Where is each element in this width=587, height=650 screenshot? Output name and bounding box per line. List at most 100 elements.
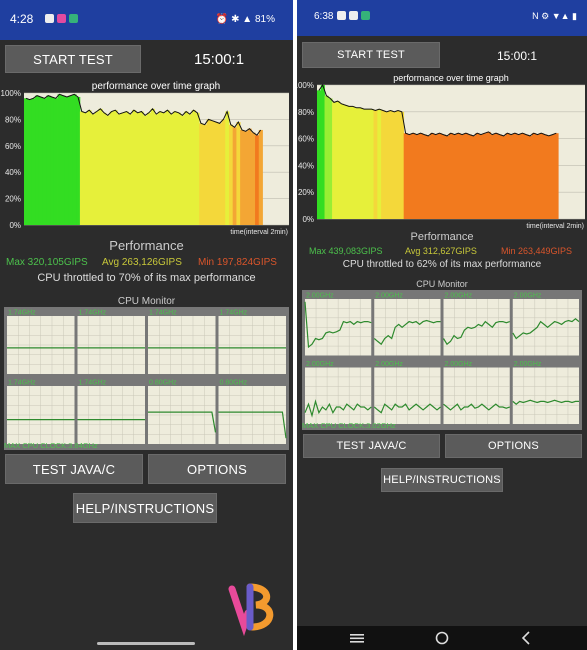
performance-bar	[456, 133, 461, 219]
status-bar: 6:38 N ⚙ ▼▲ ▮	[297, 0, 587, 36]
cpu-clock-label: 1.74GHz	[79, 310, 107, 317]
help-instructions-button[interactable]: HELP/INSTRUCTIONS	[73, 493, 217, 523]
performance-bar	[539, 133, 544, 219]
performance-bar	[154, 114, 159, 225]
y-tick-label: 0%	[9, 221, 21, 230]
y-tick-label: 40%	[5, 168, 21, 177]
performance-bar	[422, 134, 427, 219]
performance-bar	[550, 134, 555, 219]
performance-bar	[221, 119, 226, 225]
cpu-clock-trace	[443, 403, 510, 411]
y-tick-label: 60%	[5, 142, 21, 151]
performance-bar	[471, 135, 476, 219]
cpu-clock-label: 2.00GHz	[514, 361, 542, 368]
cpu-monitor-plots: 2.00GHz 2.00GHz 2.00GHz 2.00GHz 2.00GHz 2.00G…	[304, 293, 580, 424]
performance-bar	[105, 115, 111, 225]
performance-bar	[460, 134, 465, 219]
max-gips: Max 439,083GIPS	[309, 246, 383, 256]
start-test-button[interactable]: START TEST	[5, 45, 141, 73]
performance-bar	[150, 108, 155, 225]
performance-graph: 0% 20% 40% 60% 80% 100% time(interval 2min)	[297, 81, 585, 230]
home-icon[interactable]	[435, 631, 449, 645]
performance-bar	[475, 133, 480, 219]
app-icon	[361, 11, 370, 20]
performance-bar	[53, 98, 58, 225]
status-indicators: N ⚙ ▼▲ ▮	[532, 11, 577, 21]
watermark-logo-icon	[228, 583, 274, 637]
performance-bar	[418, 133, 423, 219]
performance-bar	[206, 119, 211, 225]
cpu-clock-label: 1.74GHz	[8, 380, 36, 387]
message-icon	[337, 11, 346, 20]
cpu-monitor-plots: 1.74GHz 1.74GHz 1.74GHz 1.74GHz 1.74GHz 1.74G…	[7, 310, 287, 444]
y-tick-label: 40%	[298, 161, 314, 170]
performance-bar	[531, 133, 536, 219]
options-button[interactable]: OPTIONS	[445, 434, 582, 458]
recent-apps-icon[interactable]	[350, 634, 364, 643]
performance-bar	[463, 133, 469, 219]
throttle-text: CPU throttled to 70% of its max performa…	[37, 272, 256, 284]
performance-bar	[94, 111, 99, 225]
y-tick-label: 20%	[5, 195, 21, 204]
help-instructions-button[interactable]: HELP/INSTRUCTIONS	[381, 468, 503, 492]
performance-bar	[396, 110, 401, 219]
home-gesture-handle[interactable]	[97, 642, 195, 645]
performance-bar	[343, 105, 348, 219]
y-tick-label: 80%	[5, 115, 21, 124]
notification-icons	[45, 14, 78, 23]
performance-label: Performance	[109, 238, 184, 253]
cpu-monitor-title: CPU Monitor	[416, 279, 468, 289]
gesture-bar	[0, 636, 293, 650]
performance-bar	[143, 115, 148, 225]
performance-bar	[505, 133, 510, 219]
performance-bar	[199, 123, 204, 225]
y-tick-label: 20%	[298, 188, 314, 197]
throttle-text: CPU throttled to 62% of its max performa…	[342, 259, 542, 270]
performance-bar	[437, 133, 442, 219]
cpu-monitor-title: CPU Monitor	[117, 296, 176, 307]
graph-title: performance over time graph	[393, 73, 509, 83]
performance-bar	[68, 95, 73, 225]
performance-bar	[509, 134, 514, 219]
performance-bar	[240, 129, 245, 225]
performance-bar	[98, 108, 103, 225]
performance-bar	[490, 134, 495, 219]
performance-bar	[332, 102, 337, 219]
performance-bar	[83, 112, 88, 225]
performance-bar	[24, 98, 29, 225]
y-tick-label: 60%	[298, 135, 314, 144]
test-java-c-button[interactable]: TEST JAVA/C	[5, 454, 143, 484]
performance-graph: 0% 20% 40% 60% 80% 100% time(interval 2min)	[1, 89, 289, 236]
performance-bar	[31, 98, 36, 225]
options-button[interactable]: OPTIONS	[148, 454, 286, 484]
cpu-clock-trace	[373, 403, 441, 414]
performance-bar	[335, 101, 341, 219]
cpu-clock-label: 1.74GHz	[149, 310, 177, 317]
graph-title: performance over time graph	[91, 81, 221, 92]
x-axis-label: time(interval 2min)	[526, 223, 584, 230]
back-icon[interactable]	[521, 631, 530, 645]
performance-bar	[365, 109, 371, 219]
right-phone-screen: 6:38 N ⚙ ▼▲ ▮ START TEST 15:00:1 perform…	[297, 0, 587, 650]
performance-bar	[426, 135, 431, 219]
performance-bar	[369, 109, 374, 219]
performance-bar	[430, 133, 435, 219]
performance-bar	[501, 135, 506, 219]
cpu-clock-trace	[148, 411, 217, 433]
performance-bar	[554, 133, 559, 219]
performance-bar	[232, 127, 237, 225]
performance-bar	[543, 134, 548, 219]
test-java-c-button[interactable]: TEST JAVA/C	[303, 434, 440, 458]
performance-bar	[27, 99, 32, 225]
cpu-clock-trace	[373, 319, 441, 346]
performance-bar	[528, 135, 533, 219]
performance-bar	[324, 95, 329, 219]
performance-bar	[452, 134, 457, 219]
performance-bar	[113, 110, 118, 225]
performance-bar	[258, 129, 263, 225]
navigation-bar	[297, 626, 587, 650]
test-timer: 15:00:1	[194, 51, 245, 68]
performance-bar	[214, 122, 219, 225]
start-test-button[interactable]: START TEST	[302, 42, 440, 68]
performance-bar	[217, 123, 222, 225]
